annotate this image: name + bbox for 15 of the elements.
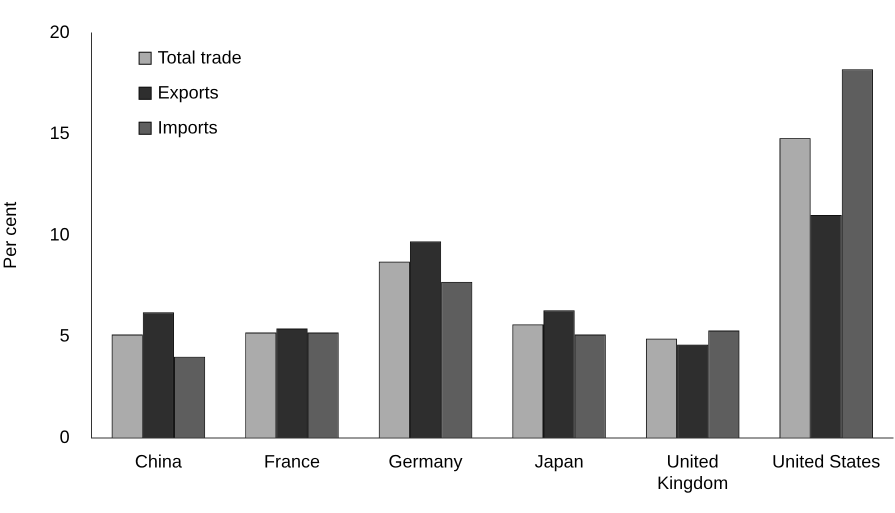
x-tick-label: China	[134, 452, 183, 472]
y-tick-label: 15	[50, 123, 70, 144]
legend-label: Imports	[158, 117, 218, 138]
x-tick-label: United Kingdom	[657, 452, 728, 494]
x-tick-label: France	[264, 452, 320, 472]
y-tick-label: 0	[60, 426, 70, 447]
y-tick-label: 10	[50, 224, 70, 244]
y-axis-title: Per cent	[0, 202, 20, 269]
x-tick-label: Japan	[534, 452, 584, 472]
x-tick-label: Germany	[388, 452, 463, 472]
legend-label: Total trade	[158, 47, 242, 68]
y-tick-label: 20	[50, 22, 70, 42]
y-tick-label: 5	[60, 326, 70, 346]
legend-label: Exports	[158, 82, 219, 102]
x-tick-label: United States	[772, 452, 880, 472]
